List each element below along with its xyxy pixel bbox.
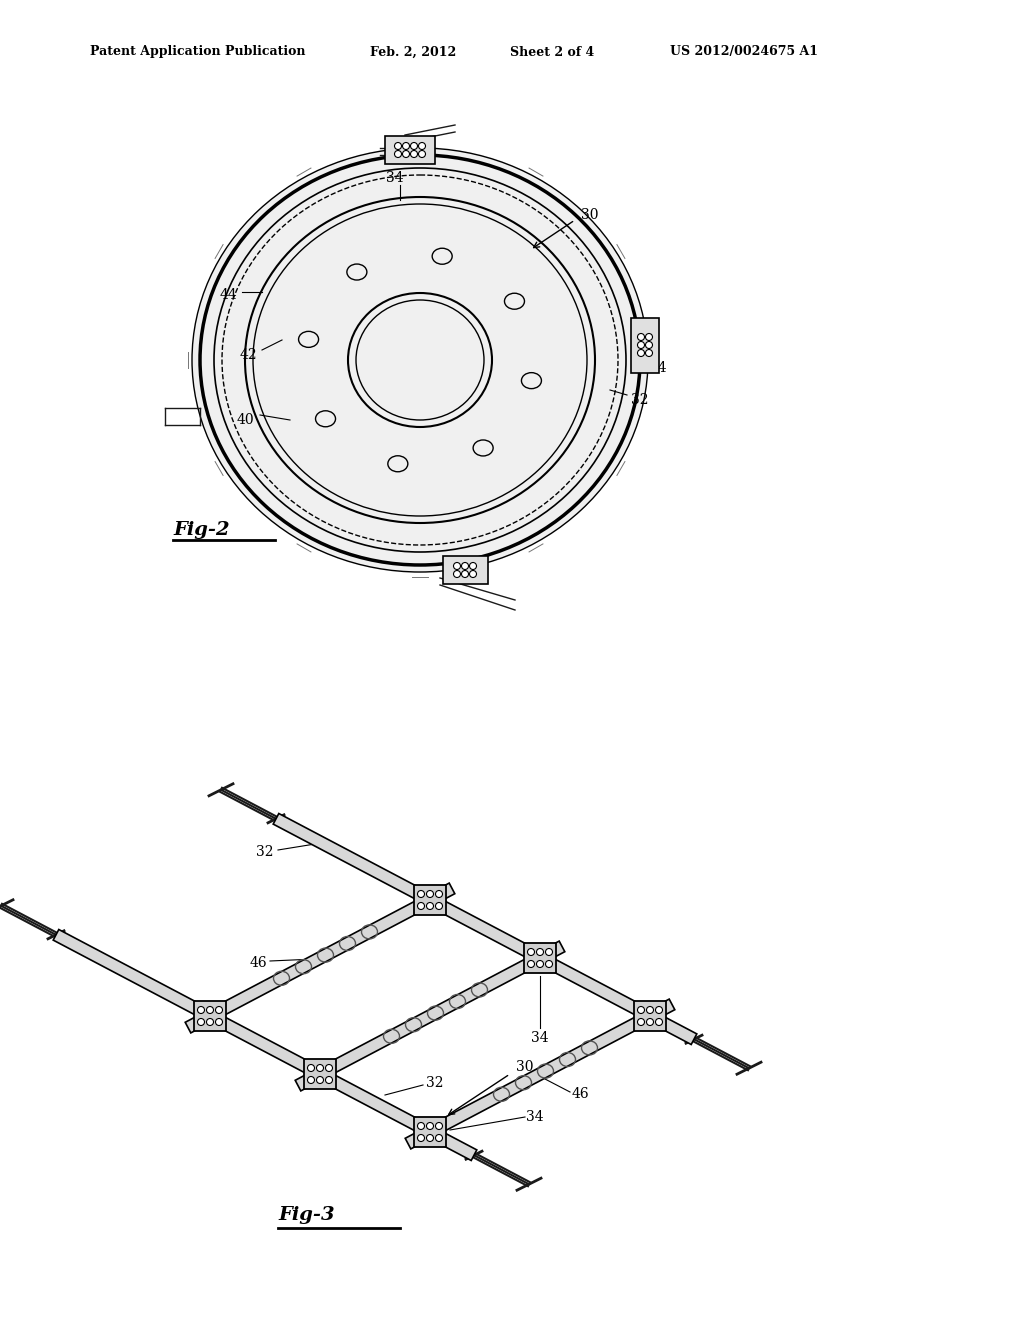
Polygon shape	[634, 1001, 666, 1031]
Ellipse shape	[316, 1077, 324, 1084]
Ellipse shape	[646, 1019, 653, 1026]
Ellipse shape	[655, 1019, 663, 1026]
Ellipse shape	[462, 570, 469, 578]
Ellipse shape	[638, 1006, 644, 1014]
Ellipse shape	[638, 350, 644, 356]
Ellipse shape	[316, 1064, 324, 1072]
Ellipse shape	[326, 1064, 333, 1072]
Text: Feb. 2, 2012: Feb. 2, 2012	[370, 45, 457, 58]
Polygon shape	[385, 136, 435, 164]
Text: 32: 32	[426, 1076, 443, 1090]
Ellipse shape	[193, 147, 648, 573]
Text: 34: 34	[531, 1031, 549, 1045]
Text: 32: 32	[631, 393, 649, 407]
Text: 34: 34	[386, 172, 403, 185]
Ellipse shape	[419, 143, 426, 149]
Text: US 2012/0024675 A1: US 2012/0024675 A1	[670, 45, 818, 58]
Ellipse shape	[427, 1122, 433, 1130]
Ellipse shape	[427, 903, 433, 909]
Text: 46: 46	[571, 1086, 589, 1101]
Ellipse shape	[537, 961, 544, 968]
Ellipse shape	[454, 570, 461, 578]
Ellipse shape	[646, 1006, 653, 1014]
Text: 32: 32	[256, 845, 273, 859]
Text: Fig-2: Fig-2	[173, 521, 229, 539]
Polygon shape	[304, 1059, 336, 1089]
Polygon shape	[194, 1001, 226, 1031]
Polygon shape	[53, 929, 477, 1160]
Ellipse shape	[402, 143, 410, 149]
Ellipse shape	[454, 562, 461, 569]
Ellipse shape	[394, 143, 401, 149]
Ellipse shape	[307, 1064, 314, 1072]
Polygon shape	[185, 883, 455, 1034]
Ellipse shape	[469, 570, 476, 578]
Polygon shape	[631, 318, 659, 372]
Polygon shape	[406, 999, 675, 1148]
Ellipse shape	[198, 1006, 205, 1014]
Ellipse shape	[462, 562, 469, 569]
Polygon shape	[414, 884, 446, 915]
Ellipse shape	[198, 1019, 205, 1026]
Ellipse shape	[645, 342, 652, 348]
Ellipse shape	[207, 1019, 213, 1026]
Ellipse shape	[469, 562, 476, 569]
Ellipse shape	[435, 903, 442, 909]
Ellipse shape	[645, 334, 652, 341]
Ellipse shape	[418, 903, 425, 909]
Ellipse shape	[215, 1006, 222, 1014]
Ellipse shape	[435, 891, 442, 898]
Text: Fig-3: Fig-3	[278, 1206, 335, 1224]
Text: 34: 34	[649, 360, 667, 375]
Ellipse shape	[435, 1122, 442, 1130]
Ellipse shape	[411, 143, 418, 149]
Ellipse shape	[546, 961, 553, 968]
Ellipse shape	[402, 150, 410, 157]
Text: 34: 34	[526, 1110, 544, 1125]
Ellipse shape	[546, 949, 553, 956]
Ellipse shape	[638, 342, 644, 348]
Ellipse shape	[419, 150, 426, 157]
Ellipse shape	[394, 150, 401, 157]
Ellipse shape	[307, 1077, 314, 1084]
Text: 30: 30	[516, 1060, 534, 1074]
Ellipse shape	[527, 961, 535, 968]
Ellipse shape	[435, 1134, 442, 1142]
Ellipse shape	[645, 350, 652, 356]
Polygon shape	[524, 942, 556, 973]
Polygon shape	[414, 1117, 446, 1147]
Ellipse shape	[655, 1006, 663, 1014]
Text: 42: 42	[240, 348, 257, 362]
Text: 44: 44	[219, 288, 237, 302]
Text: 40: 40	[237, 413, 254, 426]
Ellipse shape	[207, 1006, 213, 1014]
Ellipse shape	[537, 949, 544, 956]
Ellipse shape	[638, 1019, 644, 1026]
Polygon shape	[295, 941, 565, 1090]
Ellipse shape	[638, 334, 644, 341]
Text: Patent Application Publication: Patent Application Publication	[90, 45, 305, 58]
Ellipse shape	[427, 1134, 433, 1142]
Polygon shape	[442, 556, 487, 583]
Ellipse shape	[418, 1122, 425, 1130]
Polygon shape	[273, 813, 696, 1044]
Text: 30: 30	[582, 209, 599, 222]
Ellipse shape	[527, 949, 535, 956]
Ellipse shape	[427, 891, 433, 898]
Text: Sheet 2 of 4: Sheet 2 of 4	[510, 45, 594, 58]
Ellipse shape	[418, 891, 425, 898]
Ellipse shape	[411, 150, 418, 157]
Ellipse shape	[326, 1077, 333, 1084]
Text: 46: 46	[249, 956, 267, 970]
Ellipse shape	[418, 1134, 425, 1142]
Ellipse shape	[215, 1019, 222, 1026]
